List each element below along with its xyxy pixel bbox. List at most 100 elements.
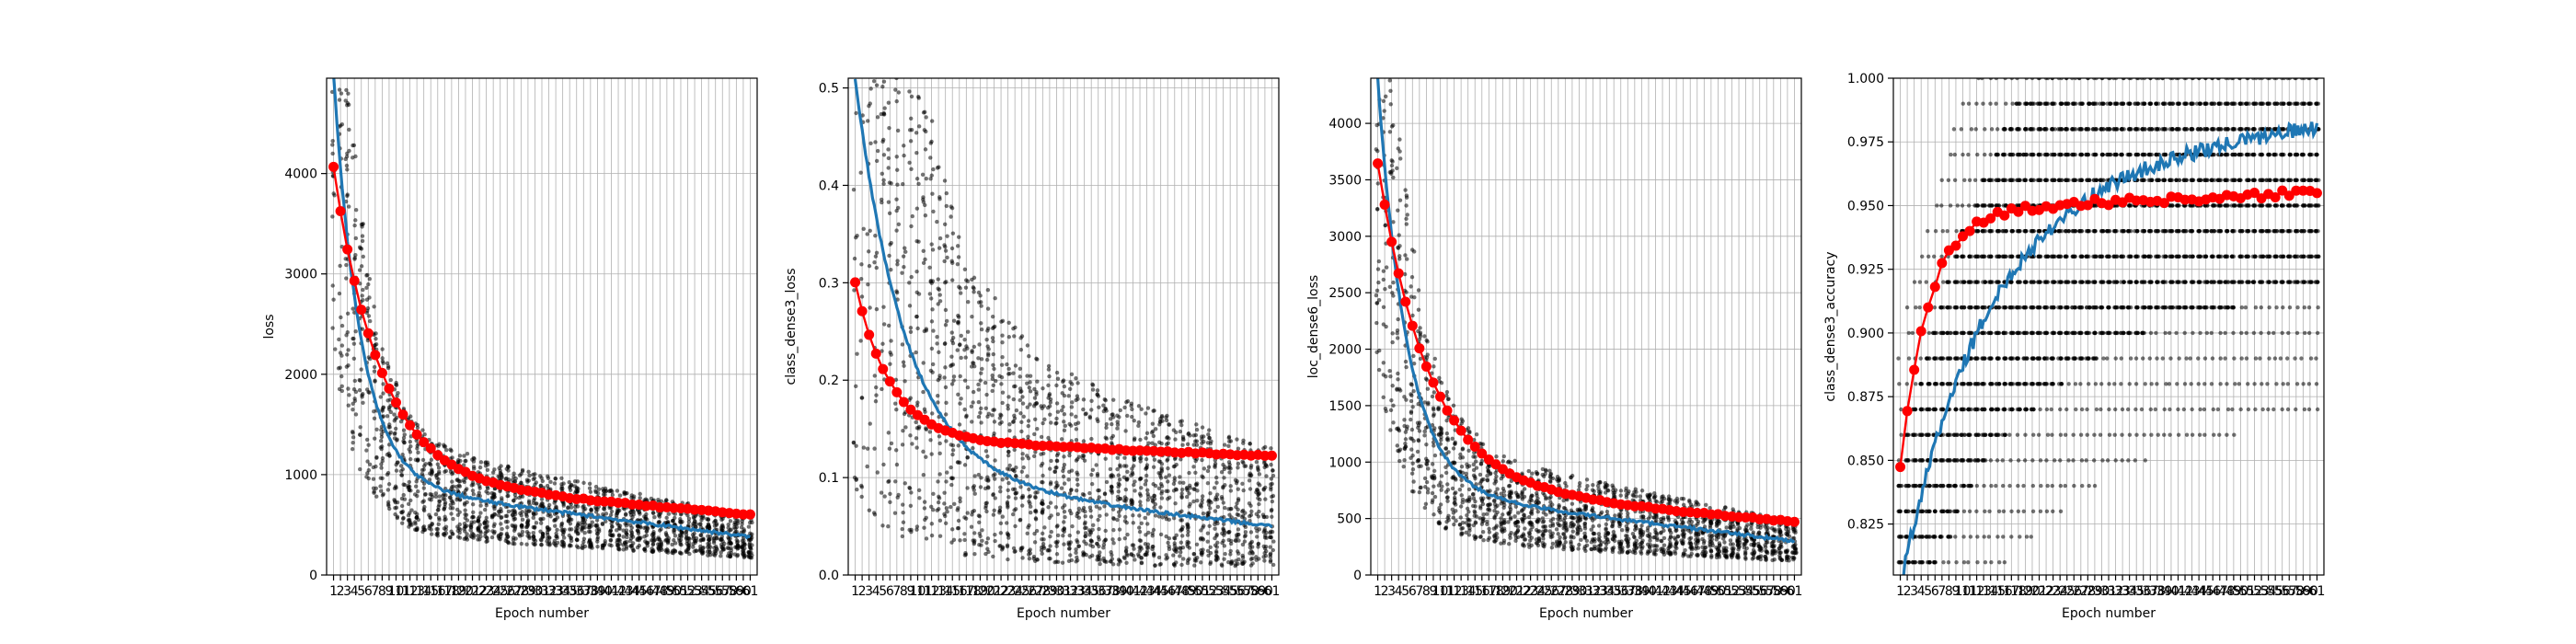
scatter-point [949, 482, 954, 488]
scatter-point [1145, 522, 1150, 526]
scatter-point [1158, 532, 1164, 537]
scatter-point [532, 536, 536, 542]
scatter-point [963, 355, 968, 360]
scatter-point [1124, 464, 1129, 468]
scatter-point [930, 279, 936, 283]
scatter-point [1178, 554, 1182, 558]
scatter-point [956, 255, 961, 259]
scatter-point [1264, 514, 1270, 520]
scatter-point [1136, 552, 1141, 557]
scatter-point [461, 478, 466, 483]
scatter-point [999, 420, 1004, 425]
y-axis-label: loss [262, 314, 277, 339]
x-tick-label: 31 [534, 584, 550, 599]
scatter-point [1110, 507, 1116, 512]
scatter-point [1384, 94, 1388, 99]
scatter-point [1146, 530, 1151, 535]
scatter-point [338, 1, 341, 5]
scatter-point [1226, 435, 1231, 441]
x-tick-label: 33 [1069, 584, 1086, 599]
scatter-point [1191, 465, 1196, 469]
scatter-point [1130, 407, 1134, 412]
scatter-point [715, 535, 719, 541]
scatter-point [943, 412, 949, 417]
scatter-point [1411, 361, 1417, 366]
scatter-point [1104, 512, 1109, 517]
scatter-point [610, 524, 615, 529]
scatter-point [1143, 515, 1147, 521]
scatter-point [937, 246, 942, 250]
scatter-point [422, 432, 427, 437]
scatter-point [534, 480, 538, 485]
scatter-point [713, 519, 718, 523]
scatter-point [1205, 531, 1211, 535]
scatter-point [1187, 491, 1191, 496]
scatter-point [1391, 293, 1396, 298]
scatter-point [1249, 545, 1255, 549]
scatter-point [1115, 455, 1120, 460]
x-tick-label: 28 [512, 584, 529, 599]
scatter-point [1111, 397, 1116, 402]
scatter-point [470, 489, 476, 493]
scatter-point [607, 489, 612, 494]
scatter-point [1150, 421, 1156, 426]
scatter-point [1391, 220, 1396, 224]
scatter-point [1247, 478, 1252, 483]
scatter-point [357, 432, 362, 437]
scatter-point [931, 328, 936, 333]
scatter-point [860, 113, 865, 118]
scatter-point [1130, 470, 1134, 475]
scatter-point [1061, 527, 1065, 533]
scatter-point [345, 352, 350, 357]
scatter-point [916, 181, 921, 187]
scatter-point [1390, 168, 1395, 173]
scatter-point [1066, 542, 1071, 546]
scatter-point [1062, 509, 1067, 514]
scatter-point [372, 369, 377, 374]
scatter-point [907, 128, 913, 132]
scatter-point [1039, 547, 1044, 553]
scatter-point [519, 513, 524, 518]
scatter-point [484, 515, 489, 521]
scatter-point [437, 494, 442, 499]
scatter-point [1115, 426, 1120, 431]
scatter-point [921, 361, 926, 365]
scatter-point [1129, 552, 1134, 558]
scatter-point [972, 531, 977, 535]
scatter-point [1087, 505, 1093, 510]
scatter-point [1014, 408, 1019, 413]
scatter-point [1018, 411, 1023, 416]
scatter-point [1410, 467, 1416, 472]
scatter-point [586, 540, 592, 545]
scatter-point [1098, 561, 1102, 567]
scatter-point [887, 253, 891, 259]
scatter-point [957, 235, 961, 239]
scatter-point [625, 490, 629, 496]
scatter-point [1074, 546, 1078, 552]
scatter-point [506, 493, 511, 499]
scatter-point [1075, 538, 1079, 543]
scatter-point [1383, 52, 1386, 55]
scatter-point [893, 479, 898, 484]
scatter-point [476, 519, 480, 523]
scatter-point [956, 392, 960, 397]
scatter-point [1123, 429, 1128, 433]
x-tick-label: 46 [638, 584, 654, 599]
scatter-point [492, 529, 497, 535]
scatter-point [505, 524, 510, 530]
scatter-point [1131, 521, 1136, 525]
scatter-point [512, 499, 516, 503]
scatter-point [971, 361, 975, 365]
scatter-point [873, 140, 878, 144]
scatter-point [1006, 503, 1010, 508]
scatter-point [893, 377, 899, 382]
scatter-point [1391, 403, 1396, 408]
scatter-point [893, 10, 897, 14]
scatter-point [593, 484, 599, 489]
scatter-point [942, 259, 947, 264]
scatter-point [1418, 326, 1422, 330]
scatter-point [965, 346, 970, 351]
scatter-point [332, 15, 336, 18]
scatter-point [1158, 417, 1163, 421]
scatter-point [1076, 510, 1081, 514]
